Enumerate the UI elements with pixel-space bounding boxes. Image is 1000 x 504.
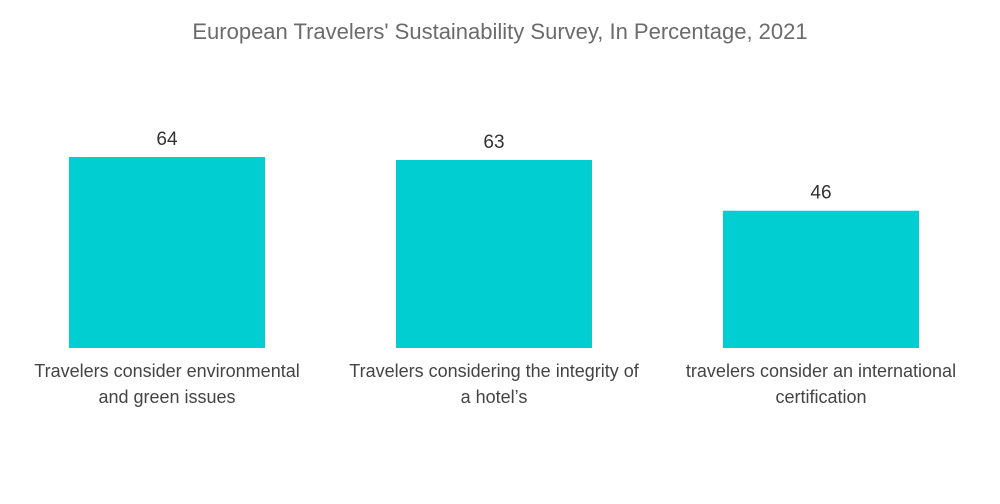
category-label-1-line-1: Travelers consider environmental (34, 361, 299, 381)
chart-title: European Travelers' Sustainability Surve… (192, 19, 807, 44)
category-label-3-line-1: travelers consider an international (686, 361, 956, 381)
category-label-2: Travelers considering the integrity of a … (349, 361, 639, 407)
category-label-3-line-2: certification (775, 387, 866, 407)
category-label-2-line-1: Travelers considering the integrity of (349, 361, 639, 381)
bar-1 (69, 157, 265, 348)
bar-3 (723, 210, 919, 348)
category-label-1: Travelers consider environmental and gree… (34, 361, 299, 407)
value-labels: 64 63 46 (156, 129, 831, 204)
category-label-1-line-2: and green issues (98, 387, 235, 407)
value-label-2: 63 (483, 132, 504, 153)
bars-layer (69, 157, 919, 348)
category-labels: Travelers consider environmental and gree… (34, 361, 956, 407)
category-label-2-line-2: a hotel’s (461, 387, 528, 407)
value-label-3: 46 (810, 183, 831, 204)
category-label-3: travelers consider an international certi… (686, 361, 956, 407)
bar-2 (396, 159, 592, 348)
value-label-1: 64 (156, 129, 178, 150)
